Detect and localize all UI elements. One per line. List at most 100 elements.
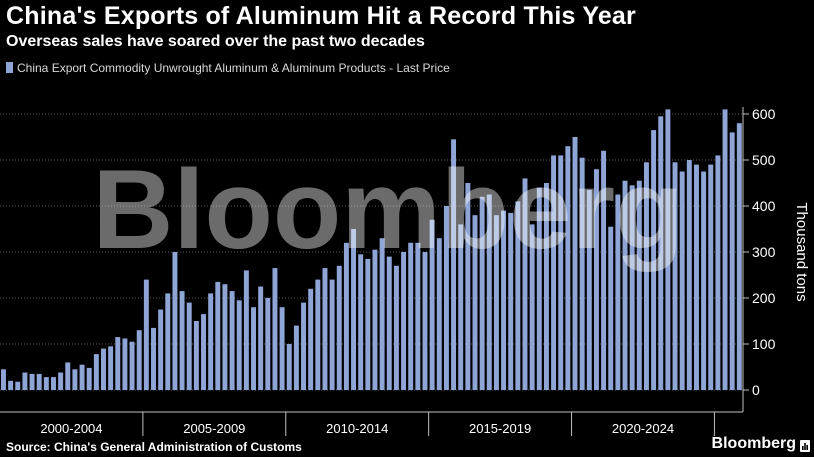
chart-icon (800, 440, 810, 452)
bar (401, 252, 407, 390)
y-tick-label: 200 (752, 290, 776, 306)
bar (1, 369, 6, 390)
bar (172, 252, 178, 390)
x-tick-label: 2010-2014 (326, 421, 388, 436)
bar (658, 116, 664, 391)
bar (429, 219, 435, 390)
x-tick-label: 2005-2009 (183, 421, 245, 436)
bar (615, 194, 621, 390)
bar (72, 369, 78, 390)
bar (501, 210, 507, 390)
bar (543, 183, 549, 390)
bar (729, 132, 735, 390)
bar (579, 157, 585, 390)
bar (251, 307, 256, 390)
bar (665, 109, 671, 391)
bar (379, 238, 385, 390)
x-tick-label: 2015-2019 (469, 421, 531, 436)
bar (122, 338, 128, 390)
bar (79, 364, 85, 390)
bar (565, 146, 571, 390)
bar (279, 307, 285, 390)
bar (272, 268, 278, 390)
bar (243, 270, 249, 390)
bar (558, 155, 564, 390)
x-tick-label: 2020-2024 (612, 421, 674, 436)
bar (293, 325, 299, 390)
bar (315, 279, 321, 390)
watermark: Bloomberg (92, 147, 683, 272)
bar (208, 293, 214, 390)
bar (8, 380, 14, 390)
bar (115, 337, 121, 390)
bar (15, 381, 21, 390)
y-axis-label: Thousand tons (793, 202, 810, 301)
bar (236, 300, 242, 390)
bar (422, 252, 428, 390)
bar (693, 164, 699, 390)
bar (458, 224, 464, 390)
bar (722, 109, 728, 391)
bar (286, 344, 292, 390)
bar (672, 162, 678, 390)
y-tick-label: 500 (752, 152, 776, 168)
bar (443, 206, 449, 390)
bar (365, 258, 371, 390)
y-tick-label: 600 (752, 106, 776, 122)
bar (436, 238, 442, 390)
bar (701, 171, 707, 390)
bar (479, 196, 485, 390)
bar (36, 373, 42, 390)
legend: China Export Commodity Unwrought Aluminu… (6, 61, 450, 75)
bar (415, 242, 421, 390)
bar (572, 137, 578, 390)
bar (186, 302, 192, 390)
bar (179, 291, 185, 390)
bar (215, 281, 221, 390)
x-tick-label: 2000-2004 (40, 421, 102, 436)
bar (108, 346, 114, 390)
bar (43, 377, 49, 390)
bar (651, 130, 657, 390)
bar (715, 155, 721, 390)
bar (58, 372, 64, 390)
bar (101, 348, 106, 390)
bar (622, 180, 628, 390)
bar (336, 265, 342, 390)
bar (222, 284, 228, 390)
bar (265, 298, 271, 390)
bar (136, 330, 142, 390)
bar (636, 180, 642, 390)
bar (301, 302, 307, 390)
bar (322, 268, 328, 390)
bar (343, 242, 349, 390)
bar (708, 164, 714, 390)
bar (493, 215, 499, 390)
bar (229, 291, 235, 390)
y-tick-label: 300 (752, 244, 776, 260)
bar (358, 254, 364, 390)
bar (308, 288, 314, 390)
bar (193, 321, 199, 390)
bar (486, 194, 492, 390)
bar (629, 185, 635, 390)
bar (536, 187, 542, 390)
bar (529, 224, 535, 390)
bar (22, 372, 28, 390)
bar (29, 373, 35, 390)
bar (143, 279, 149, 390)
bar (472, 215, 478, 390)
bar (601, 150, 607, 390)
bar (386, 256, 392, 390)
bar (258, 286, 264, 390)
bar (551, 155, 557, 390)
bar (158, 309, 164, 390)
bar (151, 327, 156, 390)
bar (51, 377, 56, 390)
bar (508, 212, 514, 390)
y-tick-label: 100 (752, 336, 776, 352)
bar (351, 229, 357, 390)
bar (93, 354, 99, 390)
bar (86, 367, 92, 390)
